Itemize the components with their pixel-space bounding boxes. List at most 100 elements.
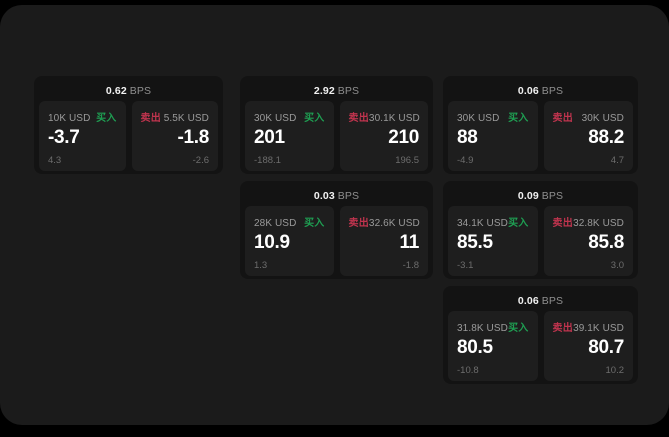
bps-unit-label: BPS: [129, 85, 152, 97]
sell-size-label: 30.1K USD: [368, 113, 420, 124]
sell-size-label: 39.1K USD: [573, 323, 624, 334]
buy-price-value: -3.7: [48, 127, 80, 148]
bps-unit-label: BPS: [541, 295, 564, 307]
spread-card[interactable]: 0.62 BPS 10K USD 买入 -3.7 4.3: [34, 76, 223, 174]
sell-side-panel[interactable]: 卖出 30.1K USD 210 196.5: [339, 101, 428, 171]
card-header: 0.06 BPS: [448, 291, 633, 311]
buy-delta-value: -4.9: [457, 155, 474, 166]
sell-delta-row: 10.2: [553, 363, 625, 376]
sell-delta-value: 10.2: [605, 365, 625, 376]
card-header: 0.09 BPS: [448, 186, 633, 206]
bps-value: 0.09: [517, 190, 539, 202]
sell-price-row: 85.8: [553, 231, 624, 255]
buy-price-row: 80.5: [457, 336, 529, 360]
buy-action-label: 买入: [96, 113, 117, 124]
sell-side-header: 卖出 30.1K USD: [348, 109, 420, 124]
buy-price-value: 85.5: [457, 232, 493, 253]
sell-delta-value: -1.8: [402, 260, 419, 271]
card-sides: 28K USD 买入 10.9 1.3 卖出 32.6K U: [245, 206, 428, 276]
buy-side-header: 28K USD 买入: [254, 214, 325, 229]
sell-action-label: 卖出: [552, 323, 573, 334]
sell-action-label: 卖出: [348, 218, 369, 229]
buy-size-label: 10K USD: [48, 113, 91, 124]
sell-side-panel[interactable]: 卖出 32.6K USD 11 -1.8: [339, 206, 428, 276]
card-sides: 31.8K USD 买入 80.5 -10.8 卖出 39.: [448, 311, 633, 381]
sell-side-panel[interactable]: 卖出 30K USD 88.2 4.7: [543, 101, 633, 171]
card-sides: 30K USD 买入 201 -188.1 卖出 30.1K: [245, 101, 428, 171]
buy-price-row: 85.5: [457, 231, 529, 255]
sell-delta-value: 4.7: [610, 155, 624, 166]
buy-side-panel[interactable]: 10K USD 买入 -3.7 4.3: [39, 101, 126, 171]
card-header: 0.62 BPS: [39, 81, 218, 101]
buy-action-label: 买入: [508, 323, 529, 334]
card-sides: 10K USD 买入 -3.7 4.3 卖出 5.5K US: [39, 101, 218, 171]
buy-action-label: 买入: [508, 113, 529, 124]
card-header: 0.03 BPS: [245, 186, 428, 206]
buy-side-panel[interactable]: 28K USD 买入 10.9 1.3: [245, 206, 334, 276]
spread-card[interactable]: 0.09 BPS 34.1K USD 买入 85.5 -3.1: [443, 181, 638, 279]
buy-price-value: 10.9: [254, 232, 290, 253]
sell-action-label: 卖出: [552, 113, 573, 124]
spread-card[interactable]: 2.92 BPS 30K USD 买入 201 -188.1: [240, 76, 433, 174]
card-sides: 34.1K USD 买入 85.5 -3.1 卖出 32.8: [448, 206, 633, 276]
bps-value: 0.62: [105, 85, 127, 97]
sell-delta-row: 3.0: [553, 258, 624, 271]
buy-side-header: 34.1K USD 买入: [457, 214, 529, 229]
buy-price-row: 201: [254, 126, 325, 150]
app-surface: 0.62 BPS 10K USD 买入 -3.7 4.3: [0, 5, 669, 425]
bps-value: 0.06: [517, 295, 539, 307]
sell-delta-value: -2.6: [192, 155, 209, 166]
buy-price-row: 88: [457, 126, 529, 150]
buy-delta-row: 4.3: [48, 153, 117, 166]
buy-size-label: 34.1K USD: [457, 218, 508, 229]
sell-action-label: 卖出: [140, 113, 161, 124]
buy-side-header: 10K USD 买入: [48, 109, 117, 124]
sell-size-label: 5.5K USD: [163, 113, 209, 124]
sell-side-panel[interactable]: 卖出 39.1K USD 80.7 10.2: [543, 311, 633, 381]
sell-side-header: 卖出 39.1K USD: [552, 319, 625, 334]
sell-price-value: -1.8: [177, 127, 209, 148]
sell-price-row: -1.8: [141, 126, 209, 150]
buy-size-label: 28K USD: [254, 218, 297, 229]
card-sides: 30K USD 买入 88 -4.9 卖出 30K USD: [448, 101, 633, 171]
sell-side-panel[interactable]: 卖出 32.8K USD 85.8 3.0: [543, 206, 633, 276]
sell-size-label: 30K USD: [581, 113, 624, 124]
buy-side-panel[interactable]: 30K USD 买入 201 -188.1: [245, 101, 334, 171]
sell-side-header: 卖出 32.8K USD: [553, 214, 625, 229]
buy-delta-value: -188.1: [254, 155, 281, 166]
sell-price-value: 85.8: [588, 232, 624, 253]
bps-value: 0.06: [517, 85, 539, 97]
buy-side-panel[interactable]: 30K USD 买入 88 -4.9: [448, 101, 538, 171]
sell-price-row: 11: [349, 231, 420, 255]
spread-card-board: 0.62 BPS 10K USD 买入 -3.7 4.3: [34, 76, 638, 396]
buy-action-label: 买入: [508, 218, 529, 229]
buy-size-label: 30K USD: [457, 113, 500, 124]
buy-delta-row: -4.9: [457, 153, 529, 166]
buy-action-label: 买入: [304, 113, 325, 124]
buy-side-panel[interactable]: 34.1K USD 买入 85.5 -3.1: [448, 206, 538, 276]
buy-side-header: 31.8K USD 买入: [457, 319, 529, 334]
buy-price-value: 201: [254, 127, 285, 148]
sell-delta-row: -1.8: [349, 258, 419, 271]
spread-card[interactable]: 0.06 BPS 31.8K USD 买入 80.5 -10.8: [443, 286, 638, 384]
card-header: 2.92 BPS: [245, 81, 428, 101]
bps-unit-label: BPS: [541, 85, 564, 97]
spread-card[interactable]: 0.03 BPS 28K USD 买入 10.9 1.3: [240, 181, 433, 279]
sell-delta-row: -2.6: [141, 153, 209, 166]
buy-side-panel[interactable]: 31.8K USD 买入 80.5 -10.8: [448, 311, 538, 381]
sell-delta-row: 4.7: [553, 153, 624, 166]
buy-delta-value: 1.3: [254, 260, 268, 271]
sell-action-label: 卖出: [348, 113, 369, 124]
bps-unit-label: BPS: [337, 85, 360, 97]
sell-price-row: 88.2: [553, 126, 624, 150]
buy-price-row: 10.9: [254, 231, 325, 255]
sell-price-value: 80.7: [588, 337, 624, 358]
buy-delta-value: -3.1: [457, 260, 474, 271]
sell-price-row: 210: [349, 126, 419, 150]
sell-side-panel[interactable]: 卖出 5.5K USD -1.8 -2.6: [131, 101, 218, 171]
spread-card[interactable]: 0.06 BPS 30K USD 买入 88 -4.9: [443, 76, 638, 174]
buy-action-label: 买入: [304, 218, 325, 229]
sell-price-row: 80.7: [553, 336, 624, 360]
buy-side-header: 30K USD 买入: [457, 109, 529, 124]
sell-delta-value: 3.0: [610, 260, 624, 271]
